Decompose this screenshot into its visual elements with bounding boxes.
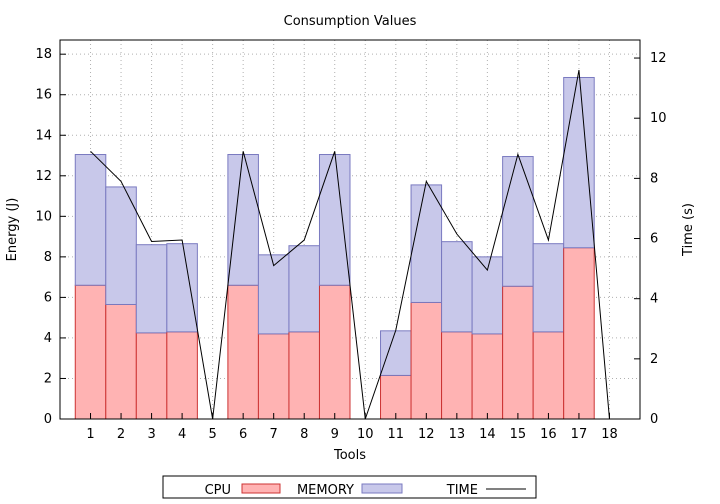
bar-segment-stack-1 [74, 154, 107, 286]
y-tick-label: 2 [44, 371, 52, 386]
x-tick-label: 17 [571, 427, 588, 442]
y-tick-label: 12 [35, 169, 52, 184]
y-tick-label: 4 [44, 331, 52, 346]
x-axis-label: Tools [333, 448, 366, 463]
legend: CPU MEMORY TIME [162, 475, 537, 499]
bar-segment-memory-6 [227, 284, 259, 420]
legend-label-cpu: CPU [205, 483, 231, 498]
bar-segment-memory-3 [135, 332, 168, 420]
x-tick-label: 8 [300, 427, 308, 442]
x-tick-label: 16 [540, 427, 557, 442]
legend-label-time: TIME [446, 483, 478, 498]
x-tick-label: 2 [117, 427, 125, 442]
x-tick-label: 7 [270, 427, 278, 442]
y-tick-label: 8 [44, 250, 52, 265]
y2-tick-label: 6 [650, 232, 658, 247]
y2-tick-label: 0 [650, 412, 658, 427]
plot-frame [59, 39, 641, 420]
y2-tick-label: 10 [650, 111, 667, 126]
bar-segment-stack-15 [502, 156, 534, 287]
bars-layer [74, 76, 595, 420]
bar-segment-stack-12 [410, 184, 443, 303]
bar-segment-memory-11 [380, 374, 412, 420]
y-tick-label: 16 [35, 88, 52, 103]
y2-tick-label: 12 [650, 51, 667, 66]
bar-segment-stack-11 [380, 330, 412, 376]
x-tick-label: 10 [357, 427, 374, 442]
bar-segment-memory-8 [288, 331, 320, 420]
legend-label-memory: MEMORY [297, 483, 354, 498]
y-tick-label: 6 [44, 290, 52, 305]
x-tick-label: 14 [479, 427, 496, 442]
x-tick-label: 13 [449, 427, 466, 442]
x-tick-label: 9 [331, 427, 339, 442]
bar-segment-stack-17 [563, 76, 595, 249]
bar-segment-stack-9 [318, 154, 351, 286]
y-tick-label: 0 [44, 412, 52, 427]
bar-segment-memory-13 [441, 331, 473, 420]
legend-swatch-memory [241, 483, 281, 494]
x-tick-label: 3 [147, 427, 155, 442]
bar-segment-stack-2 [105, 186, 137, 305]
bar-segment-memory-15 [502, 285, 534, 420]
x-tick-label: 12 [418, 427, 435, 442]
x-tick-label: 15 [510, 427, 527, 442]
y2-tick-label: 4 [650, 292, 658, 307]
bar-segment-memory-17 [563, 247, 595, 420]
bar-segment-memory-9 [318, 284, 351, 420]
line-layer [90, 69, 610, 420]
bar-segment-stack-6 [227, 154, 259, 286]
bar-segment-stack-13 [441, 241, 473, 333]
x-tick-label: 4 [178, 427, 186, 442]
x-tick-label: 18 [601, 427, 618, 442]
line-series-time [90, 69, 610, 420]
y2-tick-label: 8 [650, 171, 658, 186]
y-tick-label: 18 [35, 47, 52, 62]
bar-segment-stack-16 [532, 243, 565, 333]
x-tick-label: 6 [239, 427, 247, 442]
bar-segment-memory-12 [410, 301, 443, 420]
y-axis-label: Energy (J) [5, 198, 20, 262]
legend-swatch-stack [361, 483, 403, 494]
bar-segment-stack-4 [166, 243, 198, 333]
bar-segment-memory-1 [74, 284, 107, 420]
bar-segment-memory-14 [471, 333, 504, 420]
x-tick-label: 1 [86, 427, 94, 442]
bar-segment-stack-7 [257, 254, 290, 335]
y2-axis-label: Time (s) [681, 203, 696, 257]
bar-segment-memory-2 [105, 303, 137, 420]
y2-tick-label: 2 [650, 352, 658, 367]
bar-segment-memory-16 [532, 331, 565, 420]
chart-title: Consumption Values [284, 14, 417, 29]
x-tick-label: 5 [208, 427, 216, 442]
bar-segment-stack-3 [135, 244, 168, 334]
x-tick-label: 11 [388, 427, 405, 442]
bar-segment-stack-8 [288, 245, 320, 333]
bar-segment-memory-4 [166, 331, 198, 420]
y-tick-label: 14 [35, 128, 52, 143]
bar-segment-memory-7 [257, 333, 290, 420]
y-tick-label: 10 [35, 209, 52, 224]
